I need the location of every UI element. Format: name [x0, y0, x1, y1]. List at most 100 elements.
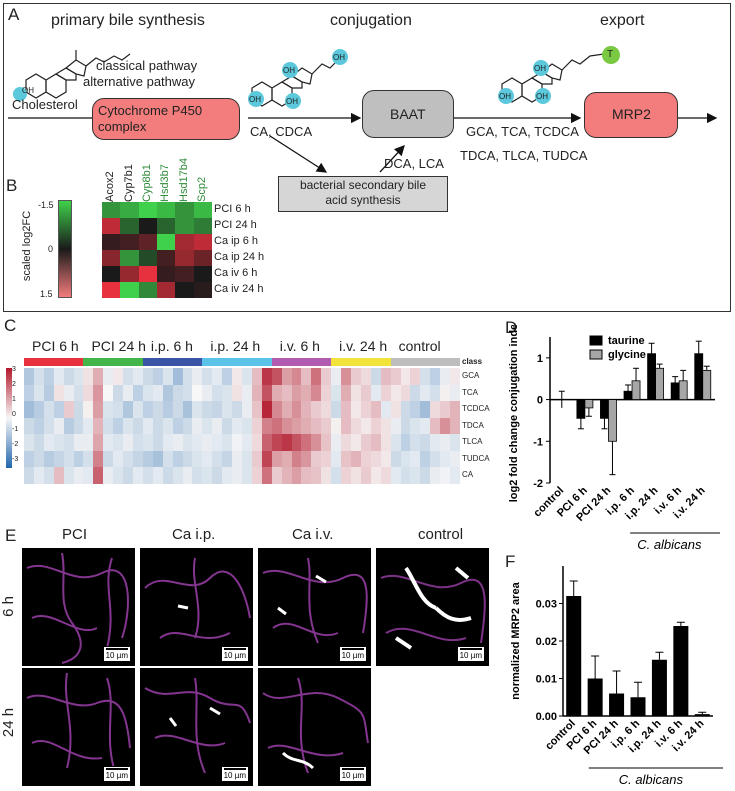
- heatmap-cell: [142, 434, 154, 452]
- heatmap-cell: [152, 434, 164, 452]
- heatmap-cell: [390, 401, 402, 419]
- heatmap-cell: [83, 417, 94, 435]
- heatmap-cell: [138, 250, 157, 266]
- y-tick-label: 1: [537, 353, 543, 365]
- heatmap-cell: [182, 417, 193, 435]
- scale-bar: 10 µm: [338, 646, 367, 662]
- heatmap-cell: [172, 384, 184, 402]
- heatmap-cell: [123, 434, 134, 452]
- heatmap-cell: [63, 467, 75, 485]
- scale-bar: 10 µm: [102, 766, 131, 782]
- metabolite-label: TCDCA: [462, 404, 490, 414]
- heatmap-cell: [43, 384, 55, 402]
- heatmap-cell: [341, 368, 352, 386]
- heatmap-cell: [102, 266, 121, 282]
- heatmap-cell: [281, 467, 293, 485]
- heatmap-cell: [430, 401, 441, 419]
- e-row-6h: 6 h: [0, 596, 17, 617]
- micrograph-pci-6h: 10 µm: [22, 548, 135, 666]
- heatmap-cell: [430, 450, 441, 468]
- heatmap-cell: [242, 467, 253, 485]
- heatmap-cell: [351, 467, 362, 485]
- bar-glycine: [584, 399, 594, 409]
- ca-oh-1: OH: [283, 66, 295, 75]
- heatmap-cell: [33, 401, 45, 419]
- heatmap-cell: [24, 368, 35, 386]
- heatmap-cell: [138, 218, 157, 234]
- heatmap-cell: [281, 384, 293, 402]
- heatmap-cell: [53, 401, 65, 419]
- stage-export-title: export: [600, 12, 645, 29]
- bar-taurine: [647, 353, 656, 400]
- heatmap-cell: [400, 467, 411, 485]
- bar-glycine: [655, 367, 665, 400]
- panel-c-class-label: class: [462, 357, 483, 366]
- products-ca-cdca: CA, CDCA: [250, 124, 313, 139]
- heatmap-cell: [83, 384, 94, 402]
- group-label: i.p. 24 h: [210, 338, 261, 354]
- heatmap-cell: [400, 401, 411, 419]
- heatmap-cell: [142, 417, 154, 435]
- colorbar-tick-bottom: 1.5: [40, 289, 53, 299]
- heatmap-cell: [73, 417, 84, 435]
- heatmap-cell: [83, 450, 94, 468]
- heatmap-cell: [400, 368, 411, 386]
- heatmap-cell: [430, 417, 441, 435]
- heatmap-cell: [222, 450, 233, 468]
- y-axis-label: normalized MRP2 area: [510, 581, 522, 699]
- panel-c-row-labels: GCA TCA TCDCA TDCA TLCA TUDCA CA: [462, 368, 502, 484]
- panel-c-colorbar-ticks: 3 2 1 0 -1 -2 -3: [12, 366, 22, 470]
- heatmap-cell: [261, 384, 273, 402]
- heatmap-cell: [390, 384, 402, 402]
- y-tick-label: 0: [537, 395, 543, 407]
- heatmap-cell: [162, 401, 174, 419]
- heatmap-cell: [33, 417, 45, 435]
- heatmap-cell: [222, 434, 233, 452]
- heatmap-cell: [360, 467, 372, 485]
- heatmap-cell: [370, 434, 382, 452]
- heatmap-cell: [123, 401, 134, 419]
- heatmap-cell: [351, 434, 362, 452]
- legend-label: glycine: [608, 349, 646, 361]
- heatmap-cell: [321, 434, 332, 452]
- ca-oh-2: OH: [333, 53, 345, 62]
- heatmap-cell: [331, 450, 342, 468]
- bar-taurine: [670, 382, 680, 400]
- heatmap-cell: [301, 384, 312, 402]
- heatmap-cell: [102, 218, 121, 234]
- heatmap-cell: [93, 384, 104, 402]
- heatmap-cell: [301, 467, 312, 485]
- heatmap-cell: [410, 450, 421, 468]
- gene-label: Scp2: [195, 176, 208, 202]
- heatmap-cell: [212, 401, 223, 419]
- heatmap-cell: [63, 401, 75, 419]
- heatmap-cell: [341, 384, 352, 402]
- heatmap-cell: [420, 450, 431, 468]
- heatmap-cell: [331, 384, 342, 402]
- heatmap-cell: [202, 467, 213, 485]
- panel-c-letter: C: [4, 316, 17, 335]
- mrp2-label: MRP2: [612, 106, 651, 122]
- heatmap-cell: [331, 434, 342, 452]
- heatmap-cell: [193, 218, 212, 234]
- heatmap-cell: [212, 417, 223, 435]
- heatmap-cell: [102, 202, 121, 218]
- heatmap-cell: [311, 401, 322, 419]
- heatmap-cell: [103, 401, 114, 419]
- heatmap-cell: [175, 250, 194, 266]
- heatmap-cell: [410, 417, 421, 435]
- heatmap-cell: [351, 368, 362, 386]
- heatmap-cell: [142, 384, 154, 402]
- scale-bar: 10 µm: [220, 766, 249, 782]
- gene-label: Acox2: [104, 171, 117, 202]
- heatmap-cell: [212, 368, 223, 386]
- heatmap-cell: [162, 384, 174, 402]
- heatmap-cell: [202, 384, 213, 402]
- heatmap-cell: [222, 417, 233, 435]
- scale-bar: 10 µm: [338, 766, 367, 782]
- heatmap-cell: [63, 368, 75, 386]
- bar-taurine: [576, 399, 586, 419]
- e-col-pci: PCI: [62, 526, 88, 543]
- heatmap-cell: [271, 401, 283, 419]
